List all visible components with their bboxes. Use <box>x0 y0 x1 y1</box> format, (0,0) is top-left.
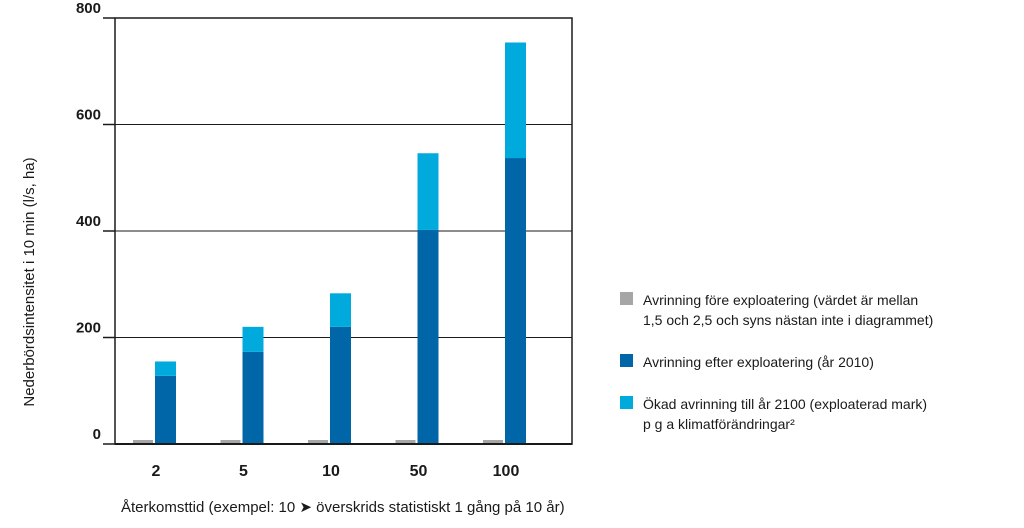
legend-item: Avrinning efter exploatering (år 2010) <box>620 352 1024 372</box>
bar-increase-5 <box>242 326 264 352</box>
bar-before-2 <box>133 440 153 444</box>
bar-before-5 <box>220 440 241 444</box>
legend-label-line: 1,5 och 2,5 och syns nästan inte i diagr… <box>643 312 934 328</box>
x-tick-labels: 2 5 10 50 100 <box>152 463 520 480</box>
bar-after-50 <box>417 229 439 444</box>
bar-before-50 <box>395 440 416 444</box>
x-axis-label: Återkomsttid (exempel: 10 ➤ överskrids s… <box>121 499 565 516</box>
legend-label-line: Ökad avrinning till år 2100 (exploaterad… <box>643 396 928 412</box>
y-tick-label: 0 <box>93 426 101 443</box>
legend-label-line: p g a klimatförändringar² <box>643 416 795 432</box>
bar-after-100 <box>505 158 526 445</box>
bar-after-2 <box>155 375 176 444</box>
legend-swatch <box>620 396 633 409</box>
y-tick-label: 800 <box>76 0 101 17</box>
y-tick-label: 400 <box>76 213 101 230</box>
x-tick-label: 100 <box>493 463 520 480</box>
x-tick-label: 50 <box>410 463 428 480</box>
x-tick-label: 10 <box>322 463 340 480</box>
legend-label-line: Avrinning efter exploatering (år 2010) <box>643 354 874 370</box>
y-tick-label: 200 <box>76 320 101 337</box>
bar-increase-100 <box>505 42 526 159</box>
legend: Avrinning före exploatering (värdet är m… <box>620 290 1024 456</box>
legend-swatch <box>620 354 633 367</box>
axes <box>114 17 573 445</box>
legend-item: Avrinning före exploatering (värdet är m… <box>620 290 1024 330</box>
bar-increase-50 <box>417 153 439 230</box>
legend-label: Avrinning före exploatering (värdet är m… <box>643 290 933 330</box>
bars <box>133 42 526 445</box>
bar-after-10 <box>330 326 351 444</box>
bar-before-10 <box>308 440 328 444</box>
legend-swatch <box>620 292 633 305</box>
bar-after-5 <box>242 351 264 444</box>
bar-increase-2 <box>155 361 176 376</box>
legend-item: Ökad avrinning till år 2100 (exploaterad… <box>620 394 1024 434</box>
legend-label: Avrinning efter exploatering (år 2010) <box>643 352 874 372</box>
y-tick-label: 600 <box>76 107 101 124</box>
x-tick-label: 5 <box>239 463 248 480</box>
y-axis-label: Nederbördsintensitet i 10 min (l/s, ha) <box>21 157 38 406</box>
y-tick-labels: 0 200 400 600 800 <box>76 0 101 443</box>
bar-increase-10 <box>330 293 351 327</box>
legend-label: Ökad avrinning till år 2100 (exploaterad… <box>643 394 927 434</box>
x-tick-label: 2 <box>152 463 161 480</box>
legend-label-line: Avrinning före exploatering (värdet är m… <box>643 292 919 308</box>
bar-before-100 <box>483 440 503 444</box>
